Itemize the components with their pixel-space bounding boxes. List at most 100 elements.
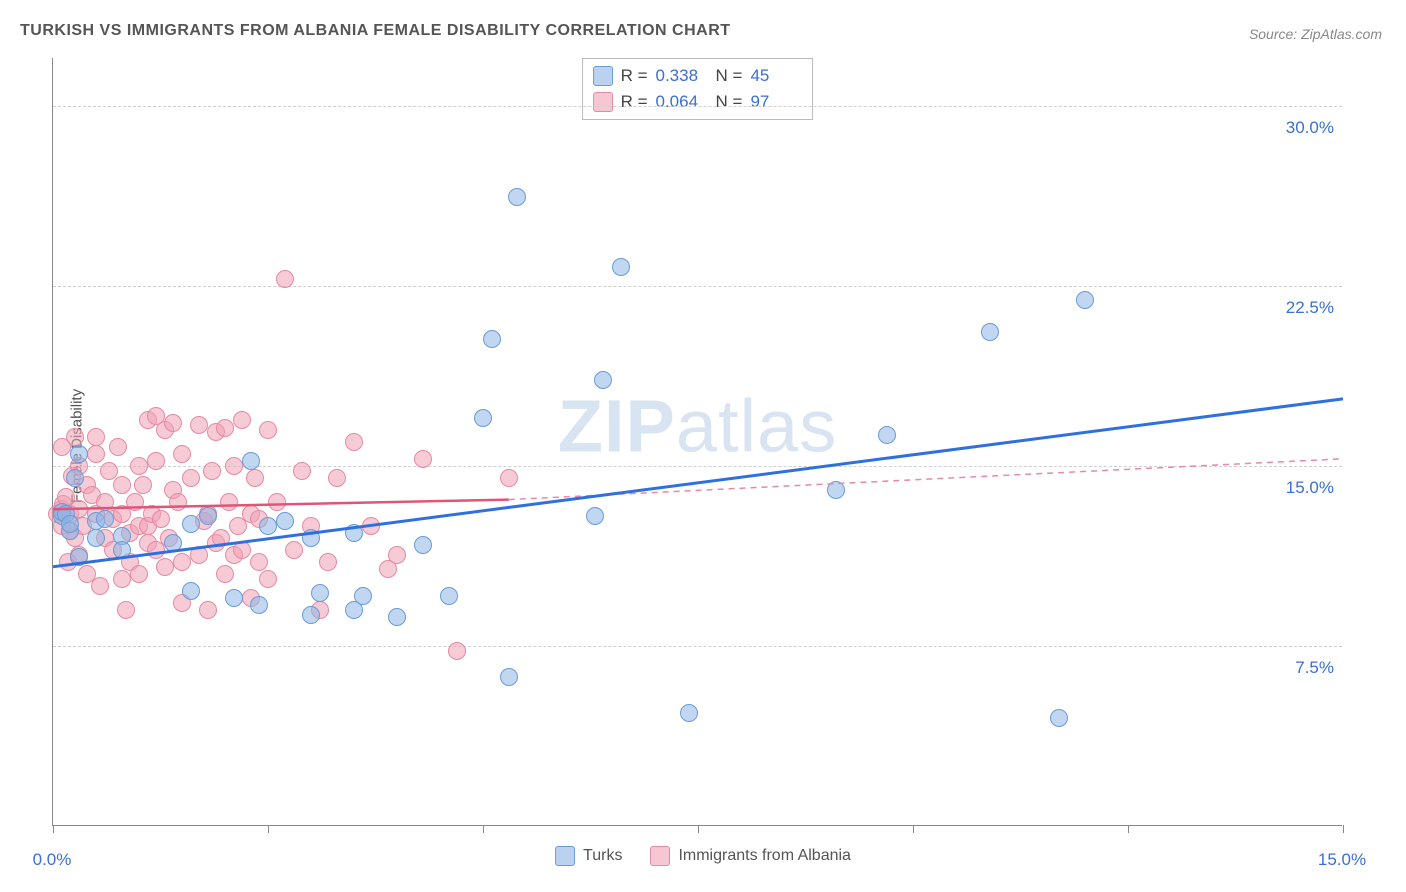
scatter-point-turks <box>500 668 518 686</box>
x-tick <box>913 825 914 833</box>
scatter-point-albania <box>91 577 109 595</box>
scatter-point-albania <box>169 493 187 511</box>
scatter-point-turks <box>182 582 200 600</box>
scatter-point-albania <box>216 419 234 437</box>
scatter-point-albania <box>414 450 432 468</box>
scatter-point-turks <box>225 589 243 607</box>
scatter-point-turks <box>474 409 492 427</box>
scatter-point-turks <box>586 507 604 525</box>
scatter-point-albania <box>500 469 518 487</box>
scatter-point-turks <box>612 258 630 276</box>
n-label: N = <box>716 92 743 112</box>
scatter-point-turks <box>70 548 88 566</box>
plot-area: ZIPatlas R = 0.338 N = 45 R = 0.064 N = … <box>52 58 1342 826</box>
series-legend: Turks Immigrants from Albania <box>555 846 851 866</box>
scatter-point-albania <box>182 469 200 487</box>
scatter-point-albania <box>199 601 217 619</box>
scatter-point-turks <box>242 452 260 470</box>
scatter-point-turks <box>61 515 79 533</box>
legend-label-albania: Immigrants from Albania <box>678 847 851 865</box>
scatter-point-turks <box>827 481 845 499</box>
scatter-point-albania <box>113 570 131 588</box>
watermark-rest: atlas <box>676 385 837 468</box>
scatter-point-turks <box>96 510 114 528</box>
scatter-point-albania <box>276 270 294 288</box>
scatter-point-albania <box>87 445 105 463</box>
y-tick-label: 7.5% <box>1295 658 1334 678</box>
gridline <box>53 286 1342 287</box>
x-tick <box>1128 825 1129 833</box>
scatter-point-turks <box>388 608 406 626</box>
legend-label-turks: Turks <box>583 847 622 865</box>
scatter-point-turks <box>680 704 698 722</box>
r-value-turks: 0.338 <box>656 66 708 86</box>
y-tick-label: 15.0% <box>1286 478 1334 498</box>
x-tick-label: 15.0% <box>1318 850 1366 870</box>
scatter-point-albania <box>126 493 144 511</box>
scatter-point-albania <box>109 438 127 456</box>
scatter-point-albania <box>250 553 268 571</box>
stats-row-albania: R = 0.064 N = 97 <box>593 89 803 115</box>
scatter-point-albania <box>216 565 234 583</box>
scatter-point-albania <box>130 457 148 475</box>
scatter-point-albania <box>268 493 286 511</box>
y-tick-label: 30.0% <box>1286 118 1334 138</box>
scatter-point-turks <box>302 606 320 624</box>
scatter-point-albania <box>388 546 406 564</box>
scatter-point-albania <box>152 510 170 528</box>
y-tick-label: 22.5% <box>1286 298 1334 318</box>
r-label: R = <box>621 92 648 112</box>
swatch-albania-icon <box>650 846 670 866</box>
stats-row-turks: R = 0.338 N = 45 <box>593 63 803 89</box>
scatter-point-turks <box>250 596 268 614</box>
scatter-point-albania <box>362 517 380 535</box>
scatter-point-albania <box>285 541 303 559</box>
scatter-point-turks <box>164 534 182 552</box>
scatter-point-turks <box>113 541 131 559</box>
legend-item-turks: Turks <box>555 846 622 866</box>
scatter-point-turks <box>66 469 84 487</box>
watermark-bold: ZIP <box>558 385 676 468</box>
scatter-point-turks <box>259 517 277 535</box>
scatter-point-albania <box>134 476 152 494</box>
scatter-point-albania <box>293 462 311 480</box>
scatter-point-albania <box>220 493 238 511</box>
scatter-point-turks <box>354 587 372 605</box>
scatter-point-albania <box>100 462 118 480</box>
scatter-point-turks <box>414 536 432 554</box>
stats-legend: R = 0.338 N = 45 R = 0.064 N = 97 <box>582 58 814 120</box>
scatter-point-albania <box>246 469 264 487</box>
scatter-point-albania <box>173 553 191 571</box>
scatter-point-turks <box>878 426 896 444</box>
x-tick <box>698 825 699 833</box>
scatter-point-turks <box>508 188 526 206</box>
scatter-point-albania <box>259 421 277 439</box>
n-label: N = <box>716 66 743 86</box>
scatter-point-turks <box>182 515 200 533</box>
scatter-point-albania <box>203 462 221 480</box>
scatter-point-turks <box>345 524 363 542</box>
scatter-point-turks <box>981 323 999 341</box>
x-tick <box>53 825 54 833</box>
scatter-point-albania <box>190 546 208 564</box>
x-tick <box>483 825 484 833</box>
scatter-point-turks <box>440 587 458 605</box>
x-tick-label: 0.0% <box>33 850 72 870</box>
n-value-albania: 97 <box>750 92 802 112</box>
scatter-point-turks <box>1076 291 1094 309</box>
scatter-point-turks <box>199 507 217 525</box>
source-attribution: Source: ZipAtlas.com <box>1249 26 1382 42</box>
scatter-point-albania <box>448 642 466 660</box>
scatter-point-albania <box>233 541 251 559</box>
gridline <box>53 106 1342 107</box>
chart-container: TURKISH VS IMMIGRANTS FROM ALBANIA FEMAL… <box>0 0 1406 892</box>
r-label: R = <box>621 66 648 86</box>
scatter-point-albania <box>259 570 277 588</box>
swatch-turks-icon <box>555 846 575 866</box>
x-tick <box>268 825 269 833</box>
scatter-point-albania <box>147 452 165 470</box>
swatch-albania-icon <box>593 92 613 112</box>
scatter-point-albania <box>156 558 174 576</box>
scatter-point-turks <box>1050 709 1068 727</box>
scatter-point-turks <box>70 445 88 463</box>
